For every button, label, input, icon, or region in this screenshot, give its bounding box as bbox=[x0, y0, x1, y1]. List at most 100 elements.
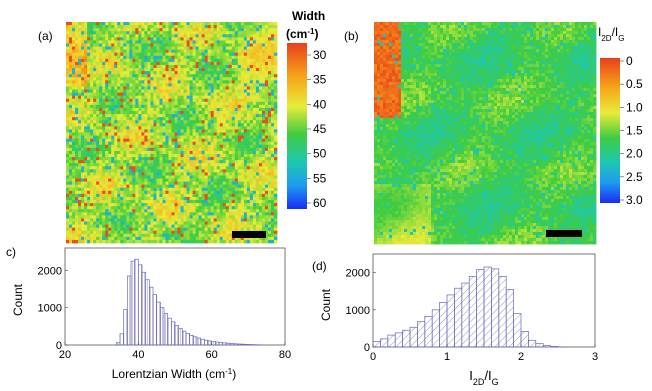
map-pixel bbox=[99, 135, 103, 140]
map-pixel bbox=[228, 181, 233, 186]
map-pixel bbox=[72, 224, 76, 229]
map-pixel bbox=[66, 86, 70, 90]
map-pixel bbox=[267, 34, 272, 38]
map-pixel bbox=[252, 89, 257, 93]
map-pixel bbox=[129, 111, 133, 115]
map-pixel bbox=[258, 52, 263, 57]
map-pixel bbox=[156, 77, 160, 81]
map-pixel bbox=[183, 141, 187, 146]
map-pixel bbox=[168, 120, 172, 124]
map-pixel bbox=[93, 190, 97, 195]
map-pixel bbox=[192, 58, 197, 63]
map-pixel bbox=[78, 77, 82, 81]
map-pixel bbox=[204, 126, 209, 130]
map-pixel bbox=[216, 203, 221, 207]
map-pixel bbox=[147, 49, 151, 54]
map-pixel bbox=[186, 224, 190, 229]
map-pixel bbox=[87, 135, 91, 140]
map-pixel bbox=[126, 46, 130, 51]
map-pixel bbox=[195, 95, 200, 100]
map-pixel bbox=[249, 215, 254, 219]
map-pixel bbox=[258, 114, 263, 118]
map-pixel bbox=[228, 230, 233, 235]
map-pixel bbox=[183, 157, 187, 161]
map-pixel bbox=[195, 107, 200, 112]
map-pixel bbox=[201, 221, 206, 225]
map-pixel bbox=[156, 215, 160, 219]
map-pixel bbox=[120, 144, 124, 149]
map-pixel bbox=[174, 28, 178, 32]
map-pixel bbox=[72, 190, 76, 195]
map-pixel bbox=[183, 98, 187, 103]
map-pixel bbox=[261, 111, 266, 115]
map-pixel bbox=[264, 101, 269, 106]
map-pixel bbox=[225, 95, 230, 100]
map-pixel bbox=[228, 28, 233, 32]
map-pixel bbox=[138, 138, 142, 143]
map-pixel bbox=[123, 43, 127, 47]
map-pixel bbox=[150, 230, 154, 235]
map-pixel bbox=[141, 31, 145, 35]
map-pixel bbox=[210, 74, 215, 78]
map-pixel bbox=[237, 71, 242, 75]
map-pixel bbox=[216, 55, 221, 60]
map-pixel bbox=[180, 203, 184, 207]
map-pixel bbox=[273, 46, 278, 51]
map-pixel bbox=[165, 196, 169, 201]
map-pixel bbox=[270, 132, 275, 136]
map-pixel bbox=[159, 203, 163, 207]
map-pixel bbox=[81, 68, 85, 72]
map-pixel bbox=[105, 104, 109, 109]
map-pixel bbox=[171, 43, 175, 47]
map-pixel bbox=[111, 236, 115, 241]
map-pixel bbox=[144, 101, 148, 106]
map-pixel bbox=[105, 40, 109, 44]
map-pixel bbox=[114, 230, 118, 235]
map-pixel bbox=[231, 169, 236, 173]
map-pixel bbox=[204, 181, 209, 186]
map-pixel bbox=[177, 187, 181, 192]
map-pixel bbox=[168, 147, 172, 152]
map-pixel bbox=[102, 147, 106, 152]
map-pixel bbox=[174, 166, 178, 170]
map-pixel bbox=[273, 120, 278, 124]
map-pixel bbox=[249, 212, 254, 216]
map-pixel bbox=[180, 153, 184, 158]
map-pixel bbox=[174, 135, 178, 140]
map-pixel bbox=[156, 175, 160, 179]
map-pixel bbox=[264, 126, 269, 130]
map-pixel bbox=[117, 37, 121, 41]
map-pixel bbox=[168, 52, 172, 57]
map-pixel bbox=[117, 172, 121, 176]
map-pixel bbox=[93, 98, 97, 103]
map-pixel bbox=[93, 209, 97, 213]
map-pixel bbox=[129, 218, 133, 222]
map-pixel bbox=[228, 196, 233, 201]
map-pixel bbox=[150, 64, 154, 69]
map-pixel bbox=[186, 175, 190, 179]
map-pixel bbox=[150, 43, 154, 47]
map-pixel bbox=[144, 104, 148, 109]
map-pixel bbox=[96, 40, 100, 44]
map-pixel bbox=[87, 236, 91, 241]
map-pixel bbox=[147, 89, 151, 93]
map-pixel bbox=[75, 101, 79, 106]
map-pixel bbox=[78, 107, 82, 112]
map-pixel bbox=[105, 68, 109, 72]
map-pixel bbox=[228, 74, 233, 78]
map-pixel bbox=[117, 206, 121, 210]
map-pixel bbox=[243, 83, 248, 87]
map-pixel bbox=[210, 203, 215, 207]
map-pixel bbox=[138, 117, 142, 121]
map-pixel bbox=[159, 184, 163, 189]
map-pixel bbox=[246, 193, 251, 198]
map-pixel bbox=[264, 129, 269, 133]
map-pixel bbox=[228, 160, 233, 164]
map-pixel bbox=[141, 233, 145, 238]
map-pixel bbox=[255, 150, 260, 155]
map-pixel bbox=[171, 169, 175, 173]
map-pixel bbox=[225, 132, 230, 136]
map-pixel bbox=[264, 203, 269, 207]
map-pixel bbox=[87, 190, 91, 195]
map-pixel bbox=[153, 132, 157, 136]
